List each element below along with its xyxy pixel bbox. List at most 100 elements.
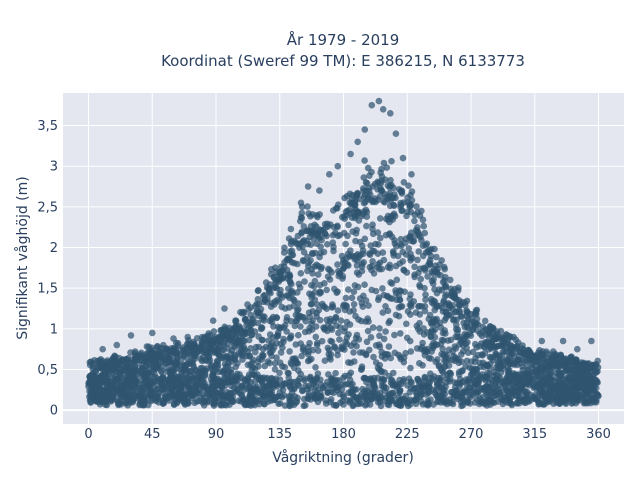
data-point — [390, 184, 397, 192]
data-point — [510, 333, 517, 341]
data-point — [503, 331, 510, 338]
data-point — [314, 213, 321, 221]
data-point — [393, 276, 401, 284]
data-point — [266, 317, 274, 325]
data-point — [231, 351, 238, 359]
data-point — [531, 368, 538, 375]
data-point — [210, 328, 218, 335]
data-point — [112, 353, 119, 361]
data-point — [338, 252, 346, 260]
data-point — [379, 285, 386, 292]
data-point — [90, 392, 97, 400]
data-point — [205, 353, 213, 361]
data-point — [502, 343, 510, 351]
data-point — [146, 391, 154, 398]
data-point — [302, 382, 309, 390]
data-point — [312, 323, 320, 330]
data-point — [288, 289, 295, 296]
data-point — [453, 321, 460, 329]
data-point — [212, 395, 220, 402]
data-point — [324, 273, 332, 280]
data-point — [379, 309, 387, 316]
data-point — [525, 346, 532, 354]
data-point — [533, 395, 541, 403]
data-point — [209, 317, 217, 325]
data-point — [482, 326, 489, 333]
data-point — [253, 307, 261, 315]
data-point — [394, 252, 402, 260]
data-point — [312, 395, 319, 403]
data-point — [467, 332, 475, 340]
data-point — [101, 387, 109, 395]
data-point — [408, 197, 416, 204]
data-point — [336, 231, 344, 239]
data-point — [381, 397, 389, 405]
data-point — [424, 273, 431, 280]
data-point — [367, 334, 375, 341]
data-point — [245, 336, 253, 344]
data-point — [193, 381, 200, 389]
data-point — [280, 324, 288, 331]
data-point — [113, 341, 121, 349]
data-point — [544, 398, 552, 406]
data-point — [359, 242, 366, 250]
data-point — [148, 363, 155, 371]
data-point — [127, 387, 134, 395]
data-point — [177, 386, 184, 394]
data-point — [147, 397, 155, 405]
data-point — [306, 356, 313, 364]
data-point — [423, 348, 431, 356]
data-point — [298, 209, 306, 217]
data-point — [254, 358, 262, 366]
data-point — [493, 386, 501, 394]
data-point — [366, 251, 374, 258]
data-point — [276, 369, 283, 377]
data-point — [309, 270, 316, 277]
data-point — [191, 355, 199, 363]
data-point — [440, 397, 447, 405]
data-point — [170, 349, 178, 357]
data-point — [432, 267, 440, 275]
data-point — [350, 288, 358, 296]
data-point — [353, 386, 360, 393]
data-point — [345, 221, 352, 229]
data-point — [406, 234, 413, 241]
data-point — [551, 373, 559, 381]
data-point — [379, 249, 387, 256]
data-point — [275, 298, 283, 305]
data-point — [346, 321, 354, 328]
data-point — [491, 344, 499, 352]
y-tick-label: 0,5 — [37, 363, 58, 378]
data-point — [594, 379, 601, 387]
data-point — [343, 340, 351, 348]
data-point — [361, 387, 368, 395]
data-point — [361, 157, 368, 164]
data-point — [462, 332, 470, 340]
data-point — [196, 345, 203, 352]
data-point — [208, 338, 216, 346]
data-point — [317, 381, 325, 388]
data-point — [442, 300, 450, 308]
data-point — [251, 328, 259, 335]
data-point — [384, 182, 392, 189]
data-point — [343, 303, 351, 310]
data-point — [396, 296, 404, 304]
data-point — [388, 376, 395, 383]
data-point — [313, 341, 321, 349]
data-point — [314, 301, 321, 308]
data-point — [309, 229, 317, 236]
data-point — [566, 387, 573, 395]
data-point — [99, 376, 107, 383]
data-point — [151, 374, 158, 381]
data-point — [281, 244, 288, 252]
data-point — [407, 311, 414, 318]
data-point — [392, 130, 400, 137]
data-point — [459, 342, 467, 349]
data-point — [221, 323, 228, 331]
data-point — [341, 194, 348, 202]
data-point — [332, 313, 340, 321]
data-point — [321, 357, 329, 365]
data-point — [369, 225, 376, 233]
data-point — [332, 402, 340, 409]
data-point — [199, 354, 206, 361]
